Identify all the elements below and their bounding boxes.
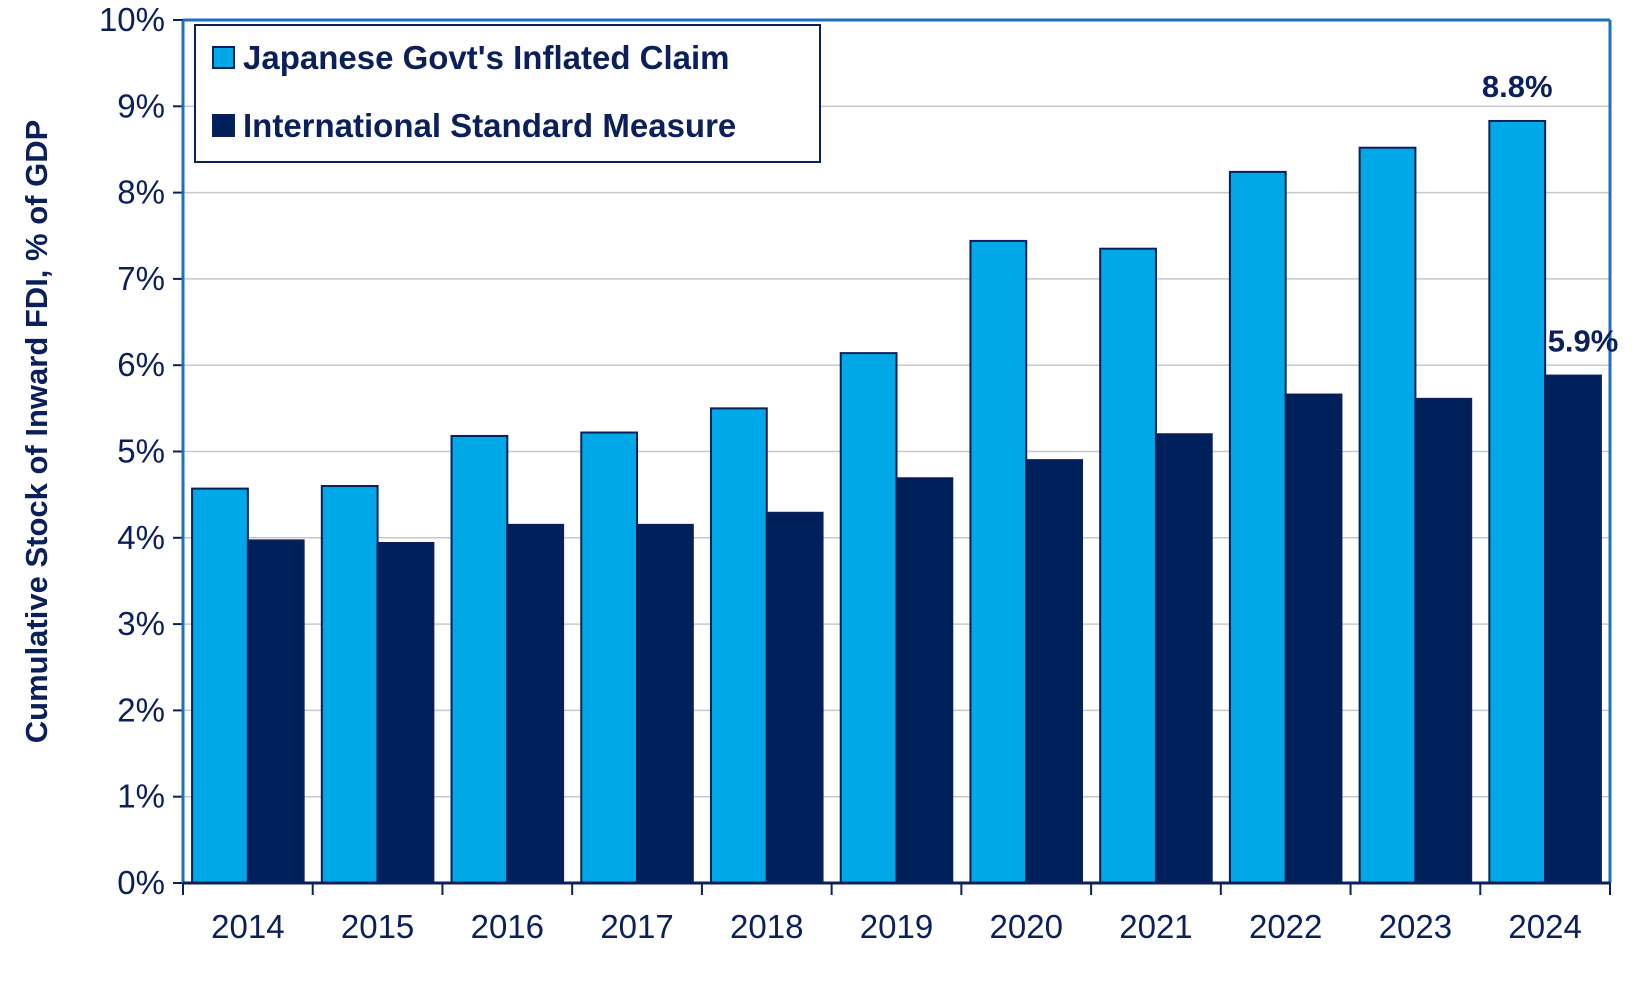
bar-international-standard-measure-2016: [506, 523, 565, 884]
bar-japanese-govt-s-inflated-claim-2023: [1358, 146, 1417, 884]
y-tick-label: 9%: [117, 87, 165, 124]
y-axis-title: Cumulative Stock of Inward FDI, % of GDP: [19, 120, 54, 744]
data-label: 8.8%: [1482, 69, 1553, 104]
bar-japanese-govt-s-inflated-claim-2020: [969, 239, 1028, 885]
y-tick-label: 1%: [117, 778, 165, 815]
bar-japanese-govt-s-inflated-claim-2018: [709, 407, 768, 884]
y-tick-label: 5%: [117, 433, 165, 470]
bar-international-standard-measure-2020: [1025, 459, 1084, 884]
x-tick-label: 2024: [1508, 908, 1581, 945]
legend-label: International Standard Measure: [243, 107, 736, 144]
legend-swatch: [212, 114, 235, 137]
x-tick-label: 2021: [1119, 908, 1192, 945]
bar-international-standard-measure-2014: [246, 539, 305, 884]
x-tick-label: 2015: [341, 908, 414, 945]
x-tick-label: 2016: [471, 908, 544, 945]
legend-label: Japanese Govt's Inflated Claim: [243, 39, 730, 76]
y-tick-label: 10%: [99, 1, 165, 38]
bar-japanese-govt-s-inflated-claim-2024: [1488, 119, 1547, 884]
y-tick-label: 6%: [117, 346, 165, 383]
x-tick-label: 2023: [1379, 908, 1452, 945]
bar-international-standard-measure-2019: [895, 477, 954, 884]
x-tick-label: 2014: [211, 908, 284, 945]
y-tick-label: 7%: [117, 260, 165, 297]
x-tick-label: 2020: [990, 908, 1063, 945]
bar-international-standard-measure-2023: [1414, 397, 1473, 884]
bars: [191, 119, 1602, 885]
y-tick-label: 8%: [117, 174, 165, 211]
bar-japanese-govt-s-inflated-claim-2021: [1099, 247, 1157, 884]
legend: Japanese Govt's Inflated Claim Internatio…: [194, 24, 821, 163]
y-tick-label: 4%: [117, 519, 165, 556]
x-tick-label: 2019: [860, 908, 933, 945]
bar-international-standard-measure-2024: [1544, 374, 1602, 884]
bar-japanese-govt-s-inflated-claim-2022: [1228, 170, 1287, 884]
legend-box: [194, 24, 821, 163]
bar-international-standard-measure-2018: [765, 511, 824, 884]
bar-japanese-govt-s-inflated-claim-2014: [191, 487, 249, 884]
bar-japanese-govt-s-inflated-claim-2016: [450, 434, 509, 884]
x-tick-label: 2018: [730, 908, 803, 945]
bar-international-standard-measure-2021: [1154, 433, 1213, 884]
bar-japanese-govt-s-inflated-claim-2019: [839, 352, 898, 885]
legend-swatch: [212, 46, 235, 69]
bar-japanese-govt-s-inflated-claim-2017: [580, 431, 639, 884]
bar-international-standard-measure-2017: [636, 523, 694, 884]
y-tick-label: 0%: [117, 864, 165, 901]
labels: 0% 1% 2% 3% 4% 5% 6% 7% 8% 9% 10% 2014 2015 2016 2017 2…: [19, 1, 1618, 945]
y-tick-label: 3%: [117, 605, 165, 642]
bar-international-standard-measure-2015: [376, 541, 435, 885]
bar-international-standard-measure-2022: [1284, 393, 1343, 884]
y-tick-label: 2%: [117, 691, 165, 728]
axes: [173, 18, 1612, 895]
data-label: 5.9%: [1548, 324, 1619, 359]
x-tick-label: 2017: [600, 908, 673, 945]
bar-japanese-govt-s-inflated-claim-2015: [320, 485, 379, 884]
x-tick-label: 2022: [1249, 908, 1322, 945]
